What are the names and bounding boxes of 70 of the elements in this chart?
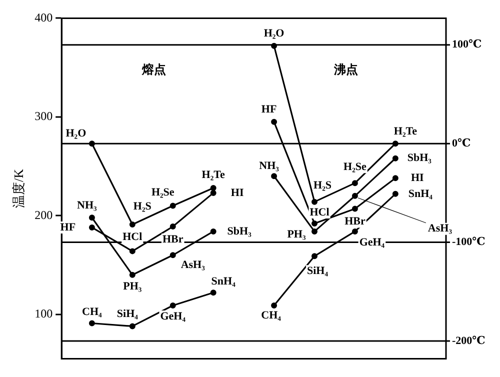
data-label: H₂S: [133, 200, 152, 212]
y-axis-title: 温度/K: [11, 168, 26, 208]
point: [271, 302, 278, 308]
point: [352, 206, 358, 212]
data-label: PH₃: [287, 228, 306, 240]
data-label: H₂O: [66, 127, 87, 140]
data-label: GeH₄: [160, 310, 186, 322]
point: [129, 323, 136, 330]
data-label: HBr: [344, 216, 366, 228]
y-tick-label: 200: [34, 208, 53, 222]
data-label: SnH₄: [408, 188, 434, 200]
point: [271, 173, 278, 180]
data-label: SnH₄: [211, 276, 236, 288]
data-label: SiH₄: [116, 308, 139, 320]
point: [210, 228, 216, 234]
data-label: H₂O: [264, 28, 285, 40]
y-tick-label: 100: [34, 306, 53, 321]
point: [352, 180, 358, 186]
data-label: CH₄: [261, 309, 282, 322]
y-tick-label: 300: [34, 109, 53, 124]
data-label: SbH₃: [407, 152, 432, 164]
ref-line-label: -200℃: [452, 334, 486, 347]
data-label: SiH₄: [306, 264, 329, 277]
data-label: GeH₄: [359, 236, 386, 248]
point: [129, 272, 136, 278]
point: [88, 214, 95, 221]
data-label: NH₃: [259, 160, 280, 172]
annotation: 沸点: [333, 62, 358, 76]
y-tick-label: 400: [34, 10, 53, 24]
ref-line-label: 100℃: [452, 38, 482, 51]
data-label: H₂S: [314, 180, 332, 192]
data-label: HBr: [162, 233, 184, 246]
data-label: HI: [230, 186, 244, 199]
point: [352, 192, 358, 199]
data-label: PH₃: [123, 280, 142, 293]
point: [352, 228, 358, 234]
point: [129, 222, 136, 228]
point: [311, 228, 318, 234]
point: [311, 220, 318, 227]
data-label: H₂Te: [202, 168, 225, 181]
data-label: SbH₃: [227, 225, 252, 238]
point: [170, 252, 176, 258]
point: [88, 320, 95, 326]
point: [170, 224, 176, 230]
point: [129, 248, 136, 254]
point: [392, 155, 398, 162]
data-label: H₂Se: [344, 160, 366, 173]
ref-line-label: 0℃: [452, 137, 471, 150]
point: [170, 302, 176, 308]
point: [392, 190, 398, 197]
data-label: AsH₃: [180, 258, 206, 271]
point: [392, 175, 398, 182]
point: [210, 290, 216, 296]
point: [271, 118, 278, 125]
point: [170, 202, 176, 209]
ref-line-label: -100℃: [452, 236, 486, 248]
data-label: HF: [261, 104, 277, 116]
point: [311, 198, 318, 205]
point: [311, 253, 318, 260]
data-label: HF: [60, 221, 76, 234]
point: [88, 224, 95, 230]
data-label: NH₃: [77, 199, 98, 212]
data-label: HCl: [310, 206, 330, 218]
data-label: H₂Se: [151, 186, 174, 199]
data-label: CH₄: [82, 306, 103, 318]
annotation: 熔点: [140, 62, 166, 76]
data-label: AsH₃: [428, 222, 453, 235]
data-label: HCl: [122, 231, 142, 244]
data-label: HI: [411, 172, 424, 184]
data-label: H₂Te: [394, 125, 418, 138]
